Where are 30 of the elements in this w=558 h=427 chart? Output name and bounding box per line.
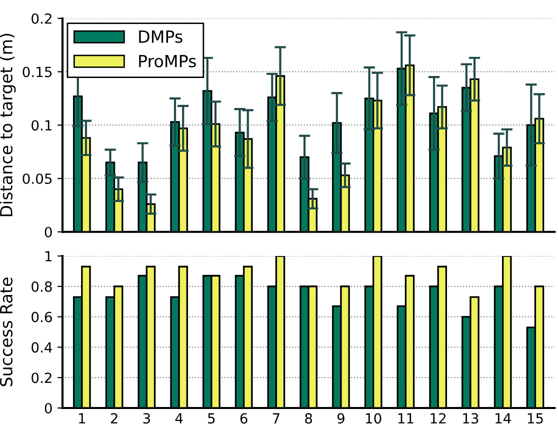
y-tick-label: 0.4 [32, 342, 52, 353]
x-tick-label: 10 [366, 413, 382, 424]
y-tick-label: 0.8 [32, 281, 52, 292]
legend-label: DMPs [139, 30, 182, 43]
x-tick-label: 7 [272, 413, 280, 424]
x-tick-label: 8 [305, 413, 312, 424]
x-tick-label: 11 [398, 413, 414, 424]
y-tick-label: 0.2 [32, 372, 52, 384]
y-axis-title: Distance to target (m) [0, 34, 16, 216]
y-tick-label: 0.6 [32, 312, 52, 322]
y-tick-label: 0.15 [22, 66, 52, 78]
x-tick-label: 14 [496, 413, 511, 424]
x-tick-label: 9 [337, 413, 344, 424]
y-tick-label: 0 [44, 226, 52, 238]
x-tick-label: 15 [528, 413, 543, 424]
y-tick-label: 0.05 [22, 173, 52, 184]
y-tick-label: 0.1 [32, 120, 52, 131]
y-tick-label: 1 [45, 251, 52, 262]
x-tick-label: 13 [463, 413, 478, 424]
y-tick-label: 0.2 [32, 13, 52, 24]
x-tick-label: 6 [240, 413, 248, 424]
y-tick-label: 0 [44, 402, 52, 414]
x-tick-label: 1 [79, 413, 86, 424]
x-tick-label: 2 [110, 413, 118, 424]
x-tick-label: 12 [430, 413, 446, 424]
x-tick-label: 5 [208, 413, 215, 424]
legend-label: ProMPs [139, 55, 196, 68]
y-axis-title: Success Rate [0, 278, 13, 386]
x-tick-label: 4 [175, 413, 183, 424]
x-tick-label: 3 [143, 413, 150, 424]
